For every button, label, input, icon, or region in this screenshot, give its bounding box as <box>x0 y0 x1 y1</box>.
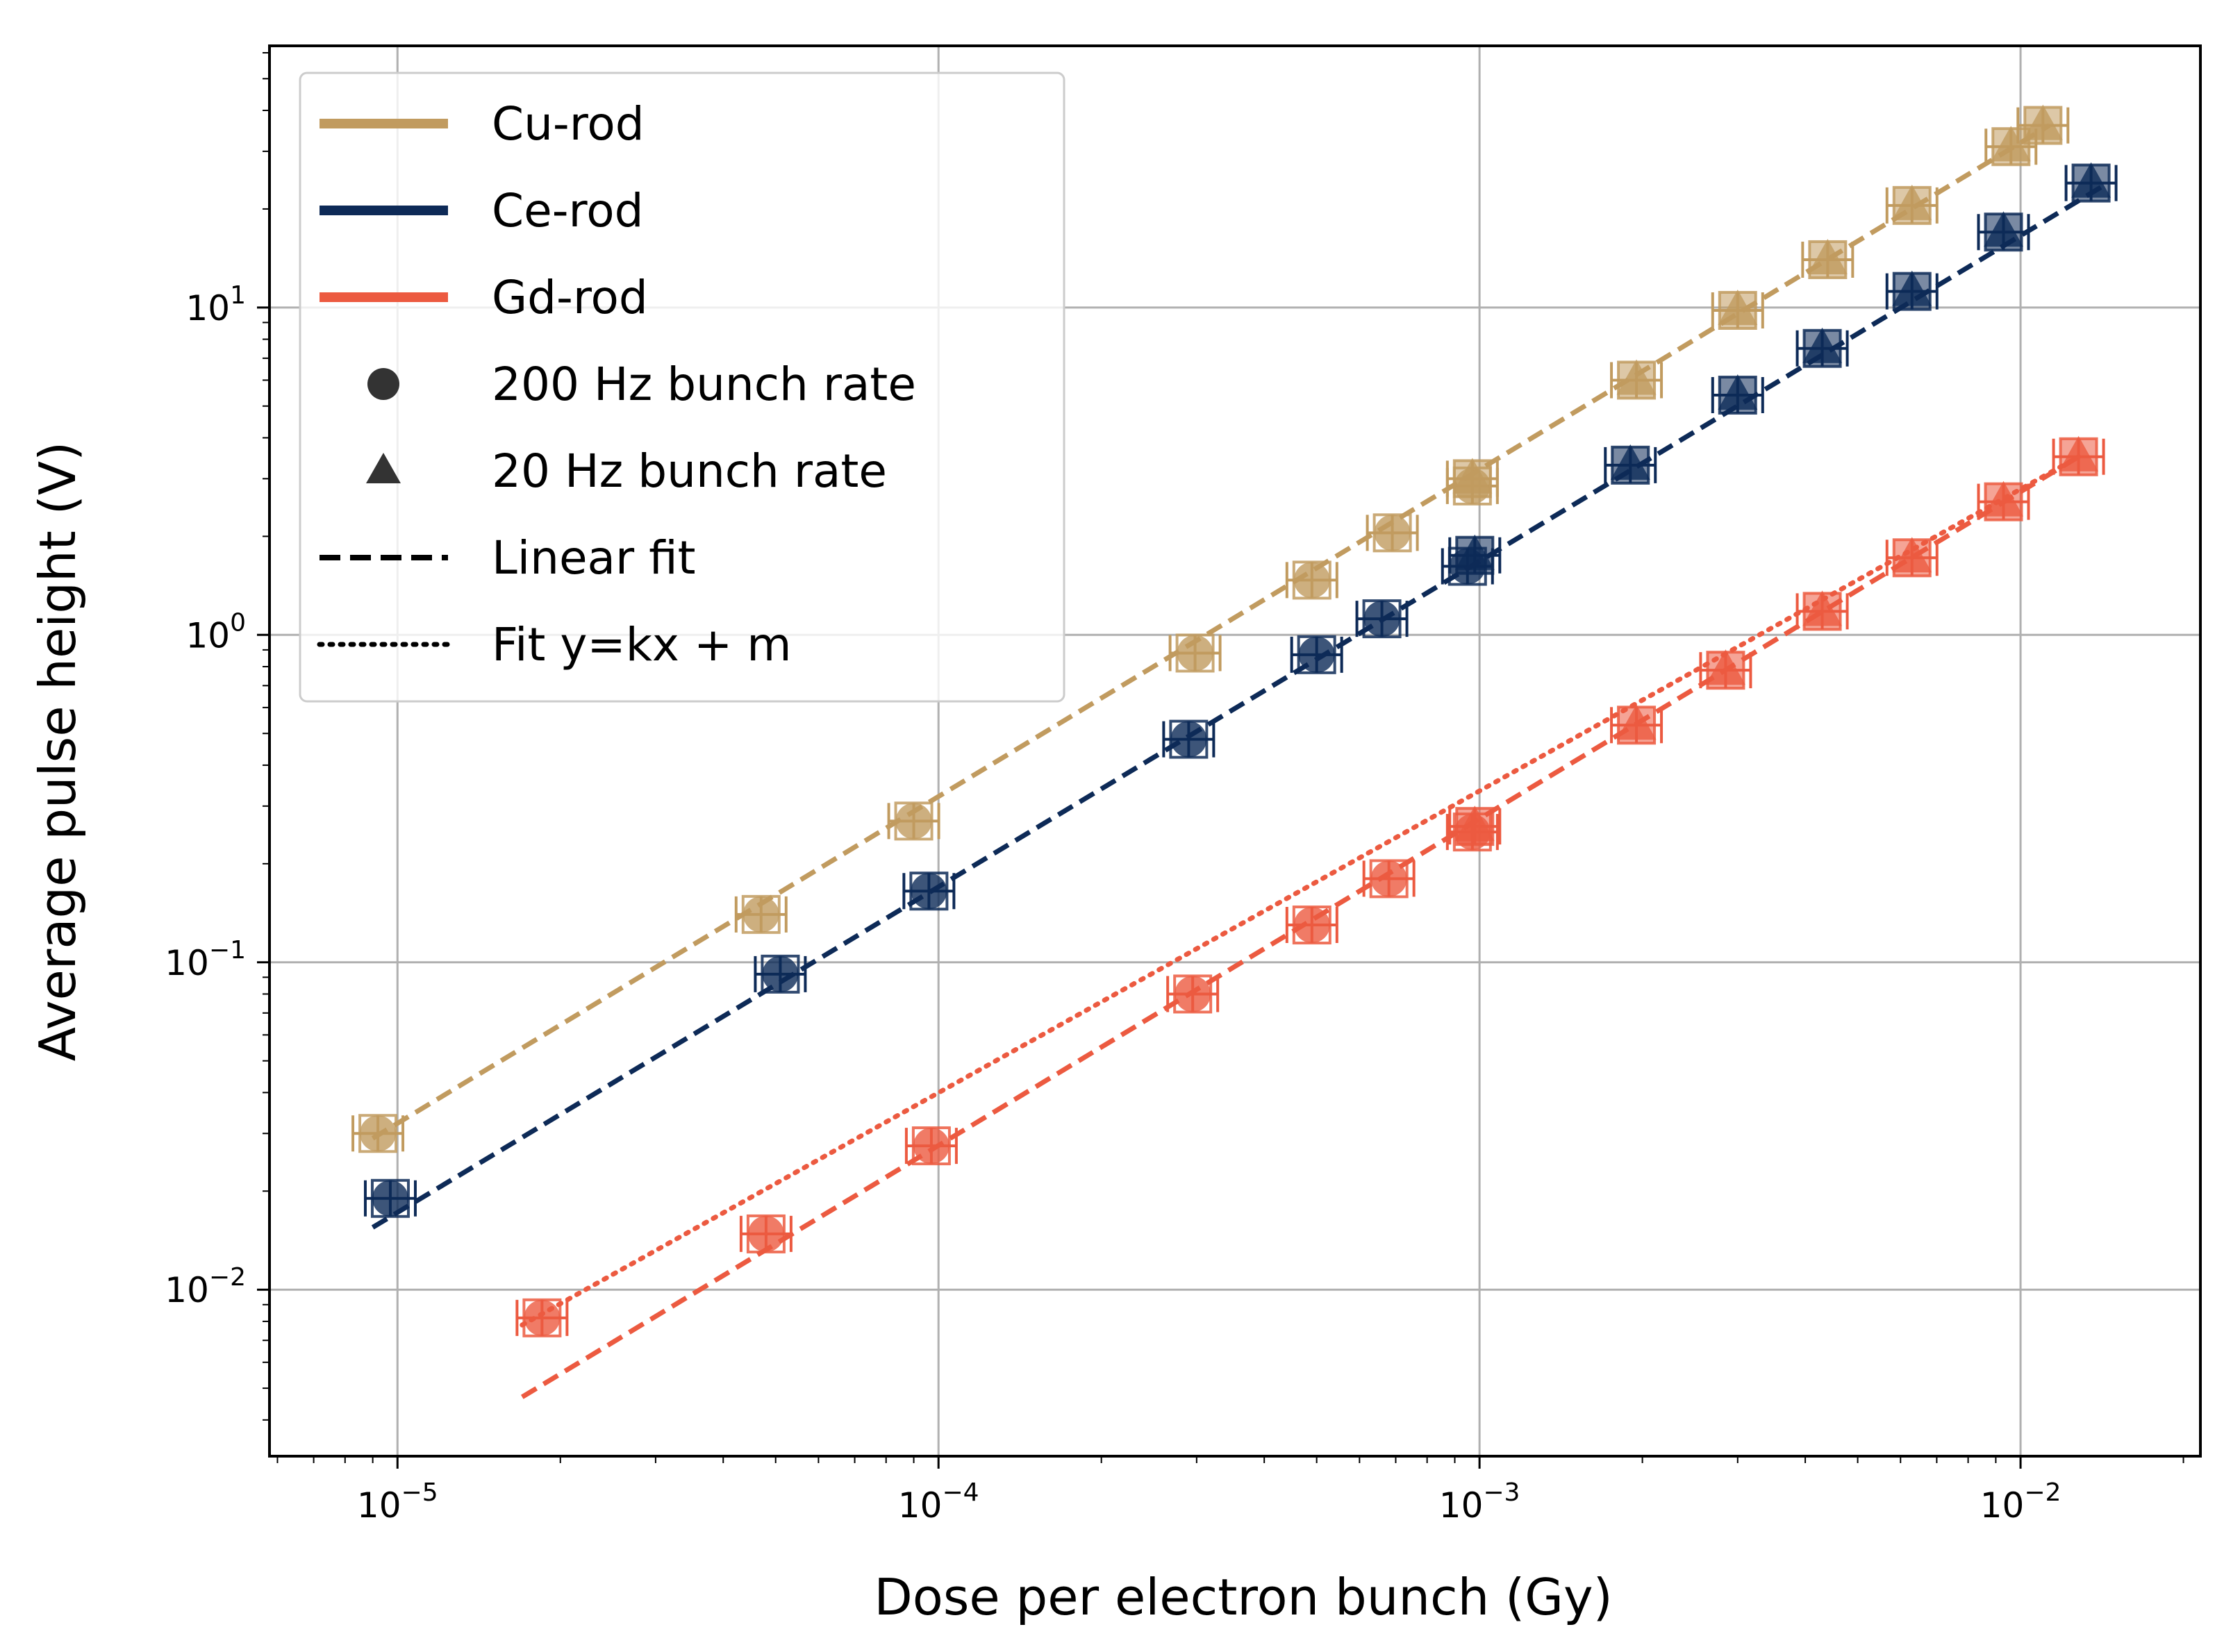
legend: Cu-rod Ce-rod Gd-rod 200 Hz bunch rate 20 Hz… <box>299 72 1065 703</box>
x-tick-labels: 10−5 10−4 10−3 10−2 <box>357 1478 2061 1526</box>
legend-frame <box>299 72 1065 703</box>
fit-line-dashed <box>520 454 2080 1399</box>
data-point-circle <box>911 873 947 910</box>
data-point-circle <box>742 896 779 933</box>
data-point-triangle <box>1718 289 1758 325</box>
legend-label: Ce-rod <box>492 184 643 237</box>
y-tick-label: 101 <box>185 281 246 328</box>
data-point-circle <box>1370 860 1407 897</box>
x-axis-label: Dose per electron bunch (Gy) <box>874 1568 1612 1626</box>
data-point-circle <box>762 956 799 992</box>
data-layer <box>351 104 2118 1399</box>
legend-triangle-marker <box>366 453 401 483</box>
legend-label: 200 Hz bunch rate <box>492 358 916 411</box>
x-tick-label: 10−3 <box>1439 1478 1520 1526</box>
legend-item: 200 Hz bunch rate <box>367 358 916 411</box>
x-tick-label: 10−4 <box>898 1478 979 1526</box>
fit-line-dashed <box>371 123 2051 1141</box>
series-ce-rod <box>363 162 2118 1230</box>
y-tick-label: 100 <box>185 608 246 656</box>
data-point-triangle <box>1892 184 1932 220</box>
data-point-circle <box>524 1299 561 1336</box>
y-axis-label: Average pulse height (V) <box>28 442 87 1061</box>
legend-label: Gd-rod <box>492 271 648 324</box>
data-point-triangle <box>1610 444 1650 480</box>
legend-label: Fit y=kx + m <box>492 618 792 671</box>
legend-circle-marker <box>367 368 399 400</box>
fit-line-dashed <box>371 183 2105 1230</box>
data-point-circle <box>747 1215 784 1252</box>
data-point-circle <box>1177 635 1213 671</box>
legend-item: Linear fit <box>320 531 696 585</box>
legend-label: Linear fit <box>492 531 696 585</box>
legend-item: 20 Hz bunch rate <box>366 444 887 498</box>
legend-item: Fit y=kx + m <box>317 618 792 671</box>
data-point-circle <box>1170 721 1207 758</box>
x-tick-label: 10−2 <box>1980 1478 2061 1526</box>
data-point-circle <box>1293 562 1330 599</box>
legend-label: 20 Hz bunch rate <box>492 444 887 498</box>
legend-item: Cu-rod <box>320 97 645 151</box>
data-point-triangle <box>2023 104 2063 140</box>
legend-item: Ce-rod <box>320 184 643 237</box>
data-point-circle <box>913 1128 949 1165</box>
data-point-circle <box>895 803 932 840</box>
data-point-triangle <box>1705 649 1745 685</box>
y-tick-label: 10−2 <box>165 1263 246 1310</box>
axis-ticks <box>257 51 2184 1469</box>
data-point-circle <box>1374 515 1411 551</box>
x-tick-label: 10−5 <box>357 1478 438 1526</box>
legend-label: Cu-rod <box>492 97 645 151</box>
series-gd-rod <box>515 435 2105 1399</box>
data-point-triangle <box>1802 327 1843 363</box>
data-point-triangle <box>1454 534 1495 570</box>
series-cu-rod <box>351 104 2070 1153</box>
plot-frame <box>268 44 2202 1458</box>
y-tick-labels: 10−2 10−1 100 101 <box>165 281 246 1310</box>
data-point-circle <box>372 1180 408 1217</box>
legend-item: Gd-rod <box>320 271 648 324</box>
y-tick-label: 10−1 <box>165 936 246 983</box>
